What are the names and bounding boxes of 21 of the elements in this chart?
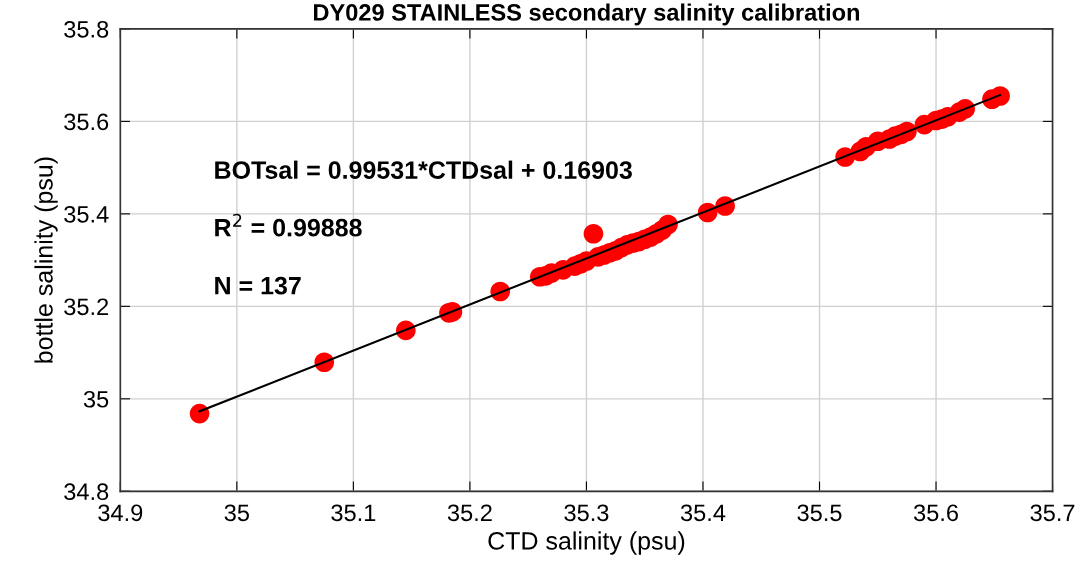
annotation: N = 137	[215, 276, 301, 295]
y-tick-label: 35.8	[64, 20, 109, 38]
x-tick-label: 35	[224, 504, 249, 522]
x-tick-label: 35.6	[913, 504, 958, 522]
annotation: BOTsal = 0.99531*CTDsal + 0.16903	[215, 160, 632, 179]
y-tick-label: 35.6	[64, 113, 109, 131]
x-tick-label: 35.4	[680, 504, 726, 522]
x-tick-label: 35.5	[797, 504, 842, 522]
x-tick-label: 34.9	[98, 504, 143, 522]
x-tick-label: 35.1	[331, 504, 376, 522]
x-tick-label: 35.7	[1030, 504, 1075, 522]
x-tick-label: 35.2	[447, 504, 492, 522]
chart-title: DY029 STAINLESS secondary salinity calibration	[314, 3, 860, 26]
annotation: R$^{2}$ = 0.99888	[215, 213, 362, 237]
x-axis-title: CTD salinity (psu)	[488, 531, 685, 555]
y-tick-label: 34.8	[64, 483, 109, 501]
x-tick-label: 35.3	[564, 504, 609, 522]
y-tick-label: 35	[83, 390, 109, 408]
y-tick-label: 35.2	[64, 298, 109, 316]
y-axis-title: bottle salinity (psu)	[34, 157, 58, 363]
y-tick-label: 35.4	[64, 205, 109, 223]
